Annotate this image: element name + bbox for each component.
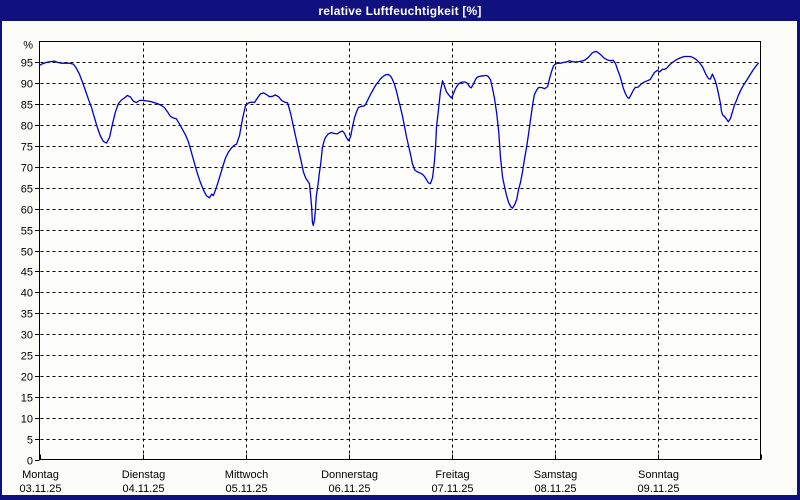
y-axis-tick-label: 45	[21, 267, 33, 279]
day-date-label: 08.11.25	[534, 483, 576, 495]
axis-labels: 0 5 10 15 20 25 30 35 40 45 50 55 60 65 70 75 80 85 90 95% M…	[19, 40, 679, 496]
y-axis-tick-label: 40	[21, 288, 33, 300]
window-title: relative Luftfeuchtigkeit [%]	[318, 3, 482, 18]
day-name-label: Donnerstag	[321, 469, 378, 481]
y-axis-tick-label: 90	[21, 79, 33, 91]
humidity-series-line	[38, 50, 760, 227]
day-date-label: 05.11.25	[225, 483, 267, 495]
y-axis-tick-label: 5	[27, 435, 33, 447]
y-axis-tick-label: 20	[21, 372, 33, 384]
day-date-label: 07.11.25	[431, 483, 473, 495]
y-axis-tick-label: 60	[21, 205, 33, 217]
day-date-label: 06.11.25	[328, 483, 370, 495]
y-axis-tick-label: 85	[21, 100, 33, 112]
y-axis-tick-label: 75	[21, 142, 33, 154]
day-name-label: Montag	[22, 469, 59, 481]
plot-border	[39, 41, 761, 460]
y-axis-tick-label: 25	[21, 351, 33, 363]
y-axis-tick-label: 15	[21, 393, 33, 405]
window-border-bottom	[0, 495, 800, 500]
day-name-label: Samstag	[534, 469, 577, 481]
day-name-label: Dienstag	[122, 469, 165, 481]
day-name-label: Freitag	[435, 469, 469, 481]
data-series	[38, 50, 760, 227]
window-border-left	[0, 0, 2, 500]
day-date-label: 04.11.25	[122, 483, 164, 495]
day-date-label: 03.11.25	[19, 483, 61, 495]
y-axis-tick-label: 0	[27, 456, 33, 468]
window-border-right	[797, 0, 800, 500]
y-axis-unit-label: %	[23, 40, 33, 52]
title-bar: relative Luftfeuchtigkeit [%]	[0, 0, 800, 21]
y-axis-tick-label: 80	[21, 121, 33, 133]
y-axis-tick-label: 35	[21, 309, 33, 321]
y-axis-tick-label: 95	[21, 58, 33, 70]
day-name-label: Sonntag	[638, 469, 679, 481]
day-name-label: Mittwoch	[225, 469, 268, 481]
y-axis-tick-label: 50	[21, 247, 33, 259]
y-axis-tick-label: 65	[21, 184, 33, 196]
axis-ticks	[35, 62, 762, 461]
y-axis-tick-label: 30	[21, 330, 33, 342]
y-axis-tick-label: 55	[21, 226, 33, 238]
day-date-label: 09.11.25	[637, 483, 679, 495]
plot-area	[39, 41, 761, 460]
y-axis-tick-label: 70	[21, 163, 33, 175]
y-axis-tick-label: 10	[21, 414, 33, 426]
